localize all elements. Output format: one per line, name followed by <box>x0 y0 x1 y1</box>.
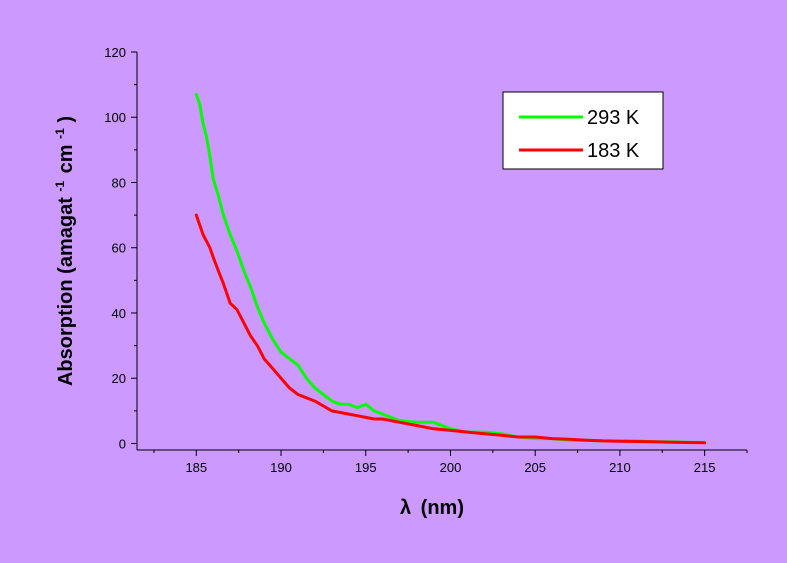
y-axis-title: Absorption (amagat -1 cm -1 ) <box>47 116 77 386</box>
legend-box <box>502 91 664 170</box>
y-axis-sup2: -1 <box>53 128 67 139</box>
x-axis-unit: (nm) <box>421 497 464 519</box>
y-tick-label: 20 <box>112 371 126 386</box>
x-tick-label: 210 <box>609 460 631 475</box>
x-tick-label: 190 <box>270 460 292 475</box>
x-tick-label: 205 <box>524 460 546 475</box>
y-axis-mid: cm <box>55 144 77 173</box>
y-tick-label: 0 <box>119 436 126 451</box>
y-tick-label: 100 <box>104 110 126 125</box>
x-tick-label: 195 <box>355 460 377 475</box>
y-axis-end: ) <box>55 116 77 123</box>
legend-label-1: 293 K <box>587 107 640 129</box>
series-line-2 <box>194 213 707 445</box>
x-axis-title: λ (nm) <box>400 497 464 519</box>
y-tick-label: 40 <box>112 306 126 321</box>
x-tick-label: 215 <box>694 460 716 475</box>
y-tick-label: 80 <box>112 175 126 190</box>
y-axis-sup1: -1 <box>53 181 67 192</box>
series-group <box>194 92 707 445</box>
x-tick-label: 200 <box>440 460 462 475</box>
y-axis-label: Absorption (amagat <box>55 197 77 386</box>
axes: 185 190 195 200 205 210 215 0 20 40 60 80 100 120 <box>104 45 748 475</box>
x-axis-symbol: λ <box>400 497 411 519</box>
legend-label-2: 183 K <box>587 140 640 162</box>
y-tick-label: 120 <box>104 45 126 60</box>
x-tick-label: 185 <box>185 460 207 475</box>
legend: 293 K 183 K <box>502 91 664 170</box>
y-tick-label: 60 <box>112 241 126 256</box>
